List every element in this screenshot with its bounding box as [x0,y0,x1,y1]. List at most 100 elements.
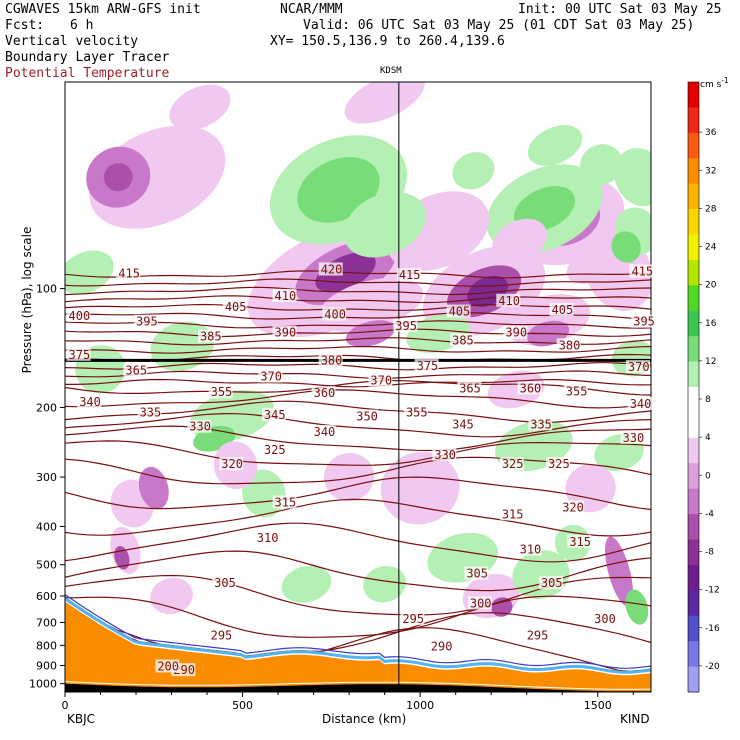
colorbar-tick-label: 0 [705,471,711,481]
theta-contour [65,595,651,638]
theta-label-bg [212,576,237,590]
theta-label: 330 [189,420,211,434]
theta-contour [65,400,651,423]
theta-label-bg [137,405,162,419]
theta-label-bg [116,266,141,280]
theta-contour [65,370,651,379]
theta-label: 420 [321,262,343,276]
start-station-label: KBJC [67,712,96,726]
colorbar-swatch [688,234,699,261]
colorbar-tick-label: 20 [705,281,717,291]
theta-label: 395 [395,319,417,333]
colorbar-tick-label: -12 [705,586,720,596]
theta-label: 415 [118,266,140,280]
theta-label: 315 [275,496,297,510]
theta-label-bg [400,611,425,625]
theta-label: 295 [527,629,549,643]
org-label: NCAR/MMM [280,2,343,17]
theta-label: 325 [548,457,570,471]
colorbar-swatch [688,82,699,108]
theta-contour [65,412,651,438]
velocity-blob [103,163,133,192]
velocity-blob [527,125,583,166]
theta-label-bg [368,373,393,387]
colorbar-swatch [688,488,699,515]
forecast-hour: 6 h [70,18,94,33]
theta-label-bg [560,500,585,514]
theta-label: 410 [275,289,297,303]
colorbar-swatch [688,158,699,185]
velocity-blob [452,152,495,190]
colorbar-tick-label: 28 [705,204,717,214]
theta-label: 200 [157,659,179,673]
theta-contour [65,597,651,657]
theta-label: 300 [594,612,616,626]
colorbar-tick-label: -4 [705,509,714,519]
colorbar-swatch [688,514,699,540]
theta-label-bg [592,611,617,625]
colorbar-swatch [688,615,699,642]
x-tick-label: 1500 [584,699,612,712]
colorbar-swatch [688,285,699,312]
theta-labels: 415 420 415 415 400 405 410 400 405 410 405 395 395 3… [66,262,656,677]
velocity-blob [281,565,332,603]
colorbar-swatch [688,463,699,490]
velocity-blob [579,144,623,185]
velocity-blob [344,82,425,124]
theta-label: 330 [434,448,456,462]
velocity-blob [169,84,231,131]
theta-label: 295 [211,629,233,643]
velocity-blob [150,577,193,615]
boundary-layer-fill [65,601,651,692]
velocity-blob [625,589,649,625]
theta-contour [65,378,651,388]
theta-label-bg [629,264,654,278]
theta-label-bg [123,363,148,377]
theta-label-bg [261,407,286,421]
theta-label: 305 [466,567,488,581]
y-axis-label: Pressure (hPa), log scale [20,226,34,374]
colorbar-tick-label: -8 [705,548,714,558]
theta-label-bg [66,308,91,322]
theta-label: 405 [552,303,574,317]
theta-label-bg [446,304,471,318]
colorbar-swatch [688,437,699,464]
colorbar-swatch [688,259,699,286]
theta-label: 305 [541,576,563,590]
theta-label-bg [219,457,244,471]
theta-label: 310 [257,531,279,545]
theta-label: 390 [275,326,297,340]
theta-label-bg [354,409,379,423]
colorbar-swatch [688,641,699,668]
theta-label-bg [499,457,524,471]
theta-label-bg [222,300,247,314]
theta-contour [65,379,651,396]
tracer-edge [65,594,651,669]
tracer-edge [65,597,651,674]
colorbar-tick-label: 12 [705,357,716,367]
theta-label-bg [546,457,571,471]
theta-label-bg [396,268,421,282]
theta-label: 405 [225,300,247,314]
theta-contour [65,320,651,329]
colorbar-swatch [688,107,699,134]
theta-contour [65,345,651,354]
theta-label-bg [517,542,542,556]
theta-label: 380 [559,338,581,352]
theta-label-bg [496,293,521,307]
colorbar-swatch [688,183,699,210]
theta-label-bg [528,417,553,431]
theta-label-bg [428,639,453,653]
theta-label-bg [261,443,286,457]
colorbar-swatch [688,387,699,413]
theta-label: 405 [449,305,471,319]
theta-label: 340 [630,397,652,411]
theta-label: 370 [628,360,650,374]
theta-label: 390 [505,326,527,340]
theta-label: 385 [452,333,474,347]
theta-label: 355 [406,405,428,419]
theta-label: 360 [314,386,336,400]
init-time: Init: 00 UTC Sat 03 May 25 [518,2,722,17]
cross-section-coords: XY= 150.5,136.9 to 260.4,139.6 [270,34,505,49]
theta-label: 300 [470,596,492,610]
